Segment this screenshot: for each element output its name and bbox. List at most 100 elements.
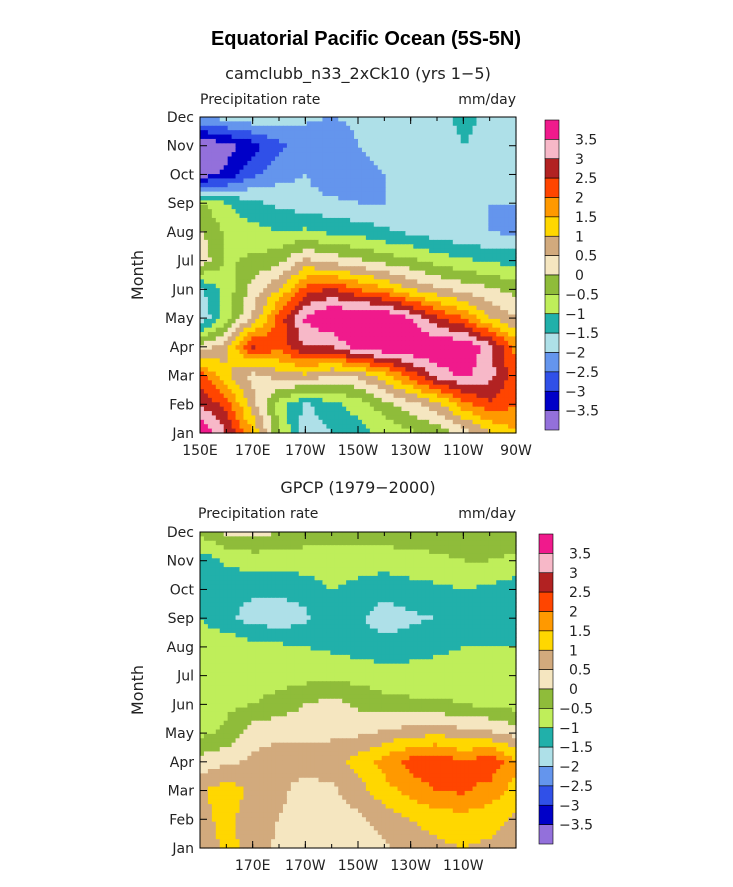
figure-title: Equatorial Pacific Ocean (5S-5N) [211,28,521,50]
contour-cell [286,367,292,373]
contour-cell [496,279,501,285]
contour-cell [231,318,237,324]
contour-cell [492,117,497,122]
contour-cell [207,336,213,342]
contour-cell [231,279,237,285]
contour-cell [373,125,379,131]
contour-cell [437,327,442,333]
contour-cell [255,253,260,259]
contour-cell [444,323,450,329]
contour-cell [342,301,347,307]
contour-cell [298,380,304,386]
contour-cell [504,160,509,166]
contour-cell [456,239,462,245]
contour-cell [318,380,324,386]
contour-cell [393,178,399,184]
contour-cell [476,248,482,254]
contour-cell [310,213,316,219]
contour-cell [251,165,256,171]
contour-cell [361,222,367,228]
contour-cell [279,384,284,390]
contour-cell [369,310,375,316]
contour-cell [318,217,324,223]
contour-cell [401,358,406,364]
contour-cell [361,147,367,153]
contour-cell [223,301,229,307]
contour-cell [334,349,339,355]
contour-cell [361,165,367,171]
contour-cell [437,261,442,267]
contour-cell [243,125,248,131]
contour-cell [235,160,241,166]
contour-cell [417,169,422,175]
contour-cell [358,332,363,338]
contour-cell [500,371,505,377]
contour-cell [385,200,391,206]
contour-cell [259,288,264,294]
contour-cell [310,292,316,298]
contour-cell [369,169,375,175]
contour-cell [472,261,478,267]
contour-cell [203,389,209,395]
contour-cell [512,318,517,324]
contour-cell [350,310,355,316]
contour-cell [334,121,339,127]
contour-cell [298,187,304,193]
contour-cell [302,187,308,193]
contour-cell [456,117,462,122]
contour-cell [334,332,339,338]
contour-cell [361,362,367,368]
contour-cell [239,191,245,197]
contour-cell [385,310,391,316]
contour-cell [346,327,351,333]
contour-cell [255,165,260,171]
contour-cell [512,371,517,377]
contour-cell [365,318,371,324]
contour-cell [243,345,248,351]
contour-cell [417,178,422,184]
contour-cell [243,349,248,355]
contour-cell [338,354,343,359]
contour-cell [488,354,493,359]
contour-cell [235,296,241,302]
contour-cell [350,257,355,263]
contour-cell [377,209,383,215]
contour-cell [286,226,292,232]
contour-cell [417,182,422,188]
contour-cell [476,261,482,267]
contour-cell [275,117,280,122]
contour-cell [243,239,248,245]
contour-cell [346,340,351,346]
contour-cell [492,371,497,377]
contour-cell [350,235,355,241]
contour-cell [373,182,379,188]
contour-cell [433,358,438,364]
contour-cell [425,152,430,158]
contour-cell [452,165,458,171]
contour-cell [255,275,260,280]
contour-cell [397,279,403,285]
contour-cell [251,384,256,390]
contour-cell [496,143,501,149]
contour-cell [203,340,209,346]
contour-cell [211,275,217,280]
contour-cell [389,283,395,289]
contour-cell [405,275,410,280]
contour-cell [492,200,497,206]
contour-cell [448,244,454,250]
contour-cell [373,296,379,302]
contour-cell [231,165,237,171]
contour-cell [460,305,466,311]
contour-cell [421,257,426,263]
contour-cell [492,239,497,245]
contour-cell [247,187,252,193]
contour-cell [203,222,209,228]
contour-cell [239,367,245,373]
contour-cell [429,187,434,193]
contour-cell [373,196,379,201]
contour-cell [500,134,505,140]
contour-cell [271,117,276,122]
contour-cell [433,191,438,197]
contour-cell [227,231,233,237]
contour-cell [421,384,426,390]
